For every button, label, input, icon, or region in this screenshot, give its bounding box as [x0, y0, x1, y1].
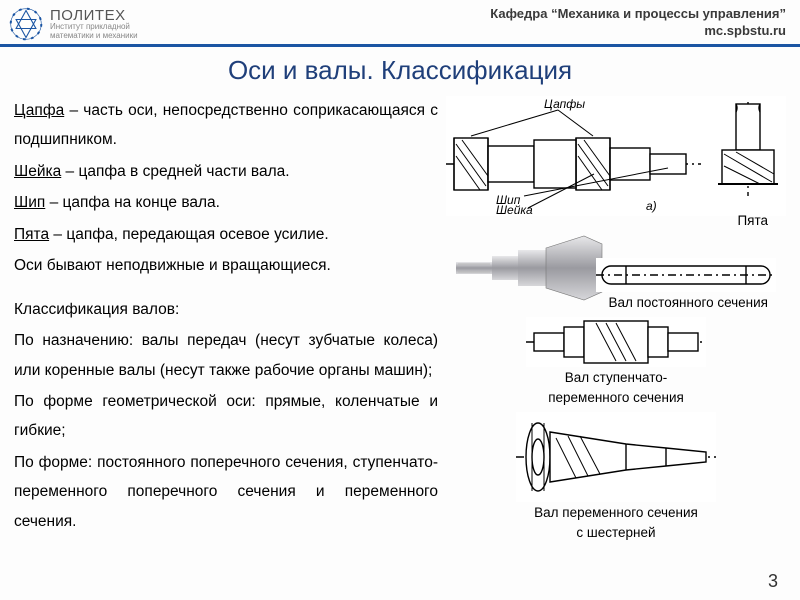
department-url: mc.spbstu.ru: [490, 23, 786, 40]
label-sheika: Шейка: [496, 203, 533, 216]
def-sheika: – цапфа в средней части вала.: [61, 163, 289, 180]
term-sheika: Шейка: [14, 163, 61, 180]
page-header: ПОЛИТЕХ Институт прикладной математики и…: [0, 0, 800, 47]
classification-head: Классификация валов:: [14, 295, 438, 324]
polytech-logo-icon: [8, 6, 44, 42]
caption-pyata: Пята: [737, 212, 768, 230]
logo-block: ПОЛИТЕХ Институт прикладной математики и…: [8, 6, 138, 42]
def-tsapfa: – часть оси, непосредственно соприкасающ…: [14, 102, 438, 148]
caption-variable-a: Вал переменного сечения: [534, 504, 698, 522]
caption-stepped-b: переменного сечения: [548, 389, 684, 407]
term-ship: Шип: [14, 194, 45, 211]
caption-variable-b: с шестерней: [576, 524, 655, 542]
classification-p3: По форме: постоянного поперечного сечени…: [14, 448, 438, 536]
page-title: Оси и валы. Классификация: [0, 47, 800, 96]
classification-p2: По форме геометрической оси: прямые, кол…: [14, 387, 438, 446]
variable-section-diagram: [516, 412, 716, 502]
term-tsapfa: Цапфа: [14, 102, 64, 119]
label-a: а): [646, 199, 657, 213]
constant-section-diagram: [596, 258, 776, 292]
classification-p1: По назначению: валы передач (несут зубча…: [14, 326, 438, 385]
term-pyata: Пята: [14, 226, 49, 243]
def-pyata: – цапфа, передающая осевое усилие.: [49, 226, 329, 243]
department-block: Кафедра “Механика и процессы управления”…: [490, 6, 786, 40]
department-name: Кафедра “Механика и процессы управления”: [490, 6, 786, 23]
caption-constant: Вал постоянного сечения: [608, 294, 768, 312]
shaft-journals-diagram: Цапфы Шип Шейка а): [446, 96, 786, 216]
content-area: Цапфа – часть оси, непосредственно сопри…: [0, 96, 800, 547]
text-column: Цапфа – часть оси, непосредственно сопри…: [14, 96, 438, 547]
caption-stepped-a: Вал ступенчато-: [565, 369, 668, 387]
label-tsapfy: Цапфы: [544, 97, 585, 111]
logo-subtitle-2: математики и механики: [50, 32, 138, 40]
shaft-photo: [450, 230, 610, 306]
axes-note: Оси бывают неподвижные и вращающиеся.: [14, 251, 438, 280]
figure-column: Цапфы Шип Шейка а) Пята: [446, 96, 786, 547]
page-number: 3: [768, 571, 778, 592]
stepped-section-diagram: [526, 317, 706, 367]
logo-title: ПОЛИТЕХ: [50, 8, 138, 24]
def-ship: – цапфа на конце вала.: [45, 194, 220, 211]
